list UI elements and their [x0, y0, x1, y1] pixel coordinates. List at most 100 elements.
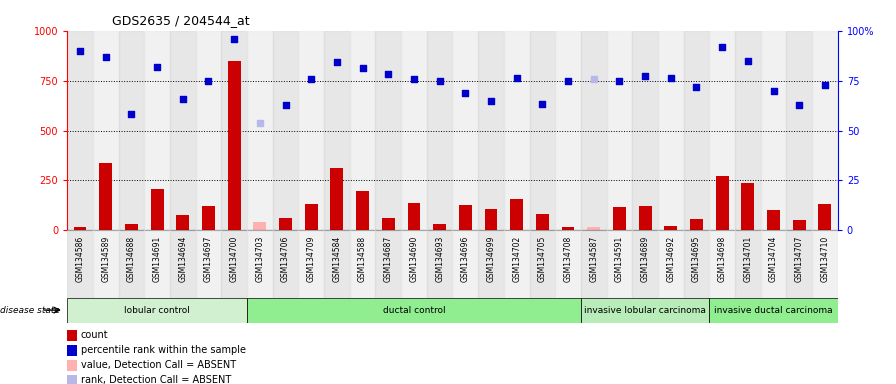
Bar	[357, 192, 369, 230]
Bar	[504, 31, 530, 230]
Bar	[375, 31, 401, 230]
Point	[202, 78, 216, 84]
Bar	[613, 207, 626, 230]
Bar	[408, 204, 420, 230]
Point	[458, 89, 472, 96]
Point	[484, 98, 498, 104]
Bar	[710, 31, 735, 230]
Bar	[401, 31, 426, 230]
Text: GSM134693: GSM134693	[435, 236, 444, 282]
Text: ductal control: ductal control	[383, 306, 445, 314]
Text: GSM134702: GSM134702	[513, 236, 521, 282]
Point	[253, 119, 267, 126]
Text: GSM134688: GSM134688	[127, 236, 136, 282]
Text: GSM134591: GSM134591	[615, 236, 624, 282]
Text: GSM134707: GSM134707	[795, 236, 804, 282]
Text: GSM134694: GSM134694	[178, 236, 187, 282]
Text: GSM134705: GSM134705	[538, 236, 547, 282]
Bar	[639, 207, 651, 230]
Text: GSM134699: GSM134699	[487, 236, 495, 282]
Point	[689, 84, 703, 90]
Bar	[375, 230, 401, 298]
Point	[176, 96, 190, 102]
Bar	[67, 375, 77, 384]
Bar	[793, 220, 806, 230]
Bar	[562, 227, 574, 230]
Bar	[272, 31, 298, 230]
Bar	[504, 230, 530, 298]
Point	[715, 44, 729, 50]
Bar	[195, 31, 221, 230]
Bar	[67, 360, 77, 371]
Bar	[349, 31, 375, 230]
Text: GSM134709: GSM134709	[306, 236, 315, 282]
Text: GSM134697: GSM134697	[204, 236, 213, 282]
Point	[73, 48, 87, 54]
Text: value, Detection Call = ABSENT: value, Detection Call = ABSENT	[81, 360, 236, 370]
Bar	[99, 162, 112, 230]
Bar	[118, 230, 144, 298]
Bar	[735, 31, 761, 230]
Bar	[556, 230, 581, 298]
Point	[99, 54, 113, 60]
Point	[227, 36, 241, 42]
Bar	[812, 230, 838, 298]
Text: GSM134690: GSM134690	[409, 236, 418, 282]
Text: GSM134692: GSM134692	[667, 236, 676, 282]
Point	[330, 59, 344, 65]
Bar	[247, 298, 581, 323]
Bar	[67, 330, 77, 341]
Bar	[324, 31, 349, 230]
Bar	[761, 31, 787, 230]
Bar	[787, 31, 812, 230]
Bar	[684, 230, 710, 298]
Bar	[67, 298, 247, 323]
Bar	[459, 205, 471, 230]
Bar	[272, 230, 298, 298]
Bar	[607, 31, 633, 230]
Bar	[221, 31, 247, 230]
Bar	[787, 230, 812, 298]
Point	[587, 76, 601, 82]
Bar	[530, 230, 556, 298]
Bar	[298, 230, 324, 298]
Text: GSM134586: GSM134586	[75, 236, 84, 282]
Text: invasive lobular carcinoma: invasive lobular carcinoma	[584, 306, 706, 314]
Bar	[67, 31, 93, 230]
Point	[510, 74, 524, 81]
Text: GSM134589: GSM134589	[101, 236, 110, 282]
Text: GDS2635 / 204544_at: GDS2635 / 204544_at	[112, 14, 250, 27]
Point	[304, 76, 318, 82]
Text: count: count	[81, 330, 108, 340]
Text: GSM134691: GSM134691	[152, 236, 161, 282]
Bar	[144, 31, 170, 230]
Text: invasive ductal carcinoma: invasive ductal carcinoma	[714, 306, 833, 314]
Point	[150, 64, 164, 70]
Text: lobular control: lobular control	[125, 306, 190, 314]
Text: GSM134696: GSM134696	[461, 236, 470, 282]
Bar	[452, 230, 478, 298]
Text: GSM134700: GSM134700	[229, 236, 238, 282]
Text: GSM134587: GSM134587	[590, 236, 599, 282]
Bar	[324, 230, 349, 298]
Bar	[254, 222, 266, 230]
Bar	[93, 230, 118, 298]
Point	[638, 73, 652, 79]
Text: GSM134687: GSM134687	[383, 236, 392, 282]
Bar	[658, 31, 684, 230]
Text: GSM134584: GSM134584	[332, 236, 341, 282]
Text: percentile rank within the sample: percentile rank within the sample	[81, 345, 246, 355]
Bar	[530, 31, 556, 230]
Point	[407, 76, 421, 82]
Bar	[658, 230, 684, 298]
Bar	[581, 31, 607, 230]
Text: GSM134710: GSM134710	[821, 236, 830, 282]
Text: GSM134704: GSM134704	[769, 236, 778, 282]
Bar	[485, 209, 497, 230]
Bar	[633, 31, 658, 230]
Bar	[633, 230, 658, 298]
Bar	[67, 230, 93, 298]
Point	[433, 78, 447, 84]
Bar	[536, 214, 548, 230]
Bar	[401, 230, 426, 298]
